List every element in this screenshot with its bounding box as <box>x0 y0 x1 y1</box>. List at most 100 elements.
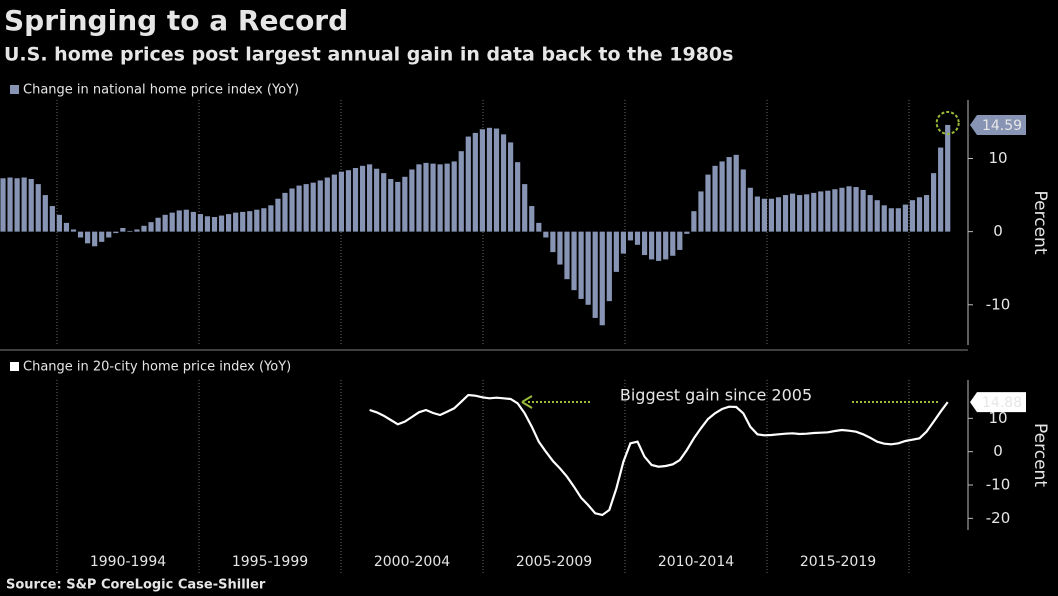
bar <box>536 222 542 232</box>
bar <box>233 212 239 232</box>
bar <box>543 231 549 238</box>
last-value-label: 14.88 <box>982 395 1022 411</box>
bar <box>479 129 485 232</box>
x-tick-label: 1995-1999 <box>232 554 308 570</box>
bar <box>444 163 450 232</box>
bar <box>317 180 323 232</box>
chart-title: Springing to a Record <box>4 4 348 37</box>
y-tick-label: -20 <box>986 509 1011 527</box>
bar <box>881 205 887 232</box>
bar <box>296 185 302 232</box>
bar <box>324 177 330 232</box>
highlight-circle <box>935 110 960 135</box>
bar <box>289 188 295 232</box>
bar <box>677 231 683 250</box>
y-tick-label: 0 <box>993 222 1003 240</box>
bar <box>797 195 803 232</box>
bar <box>733 154 739 232</box>
bar <box>99 231 105 242</box>
bar <box>183 209 189 232</box>
last-value-box <box>970 392 1026 413</box>
y-tick-label: -10 <box>986 476 1011 494</box>
chart-subtitle: U.S. home prices post largest annual gai… <box>4 44 733 66</box>
bar <box>190 211 196 232</box>
bar <box>649 231 655 260</box>
bar <box>592 231 598 318</box>
bar <box>437 164 443 232</box>
bar <box>451 161 457 232</box>
bar <box>804 194 810 232</box>
last-value-box <box>970 114 1026 135</box>
bar <box>705 174 711 232</box>
bar <box>902 204 908 232</box>
bar <box>916 197 923 232</box>
x-tick-label: 2000-2004 <box>374 554 450 570</box>
bar <box>345 170 352 232</box>
bar <box>310 182 316 232</box>
bar <box>945 124 951 232</box>
bar <box>571 231 577 291</box>
y-tick-label: -10 <box>986 295 1011 313</box>
bar <box>726 157 732 232</box>
bar <box>895 208 901 232</box>
bar <box>77 231 84 238</box>
legend-label: Change in 20-city home price index (YoY) <box>23 360 291 375</box>
bar <box>331 174 337 232</box>
bar <box>176 210 182 232</box>
x-tick-label: 2010-2014 <box>658 554 734 570</box>
bar <box>70 229 77 232</box>
bar <box>381 173 387 232</box>
bar <box>818 191 824 232</box>
bar <box>606 231 612 302</box>
bar <box>261 208 267 232</box>
bar <box>529 206 535 232</box>
bar <box>162 214 168 232</box>
legend-swatch <box>10 85 19 94</box>
bar <box>35 184 41 232</box>
bar <box>465 136 471 232</box>
bar <box>218 215 225 232</box>
bar <box>888 208 894 232</box>
legend-swatch <box>10 362 19 371</box>
bar <box>423 162 429 232</box>
bar <box>931 173 937 232</box>
bar <box>853 187 859 232</box>
bar <box>134 229 140 232</box>
bar <box>21 177 27 232</box>
bar <box>367 164 373 232</box>
bar <box>374 168 380 232</box>
bar <box>923 195 930 232</box>
bar <box>832 189 838 232</box>
bar <box>14 178 20 232</box>
bar <box>113 231 119 234</box>
bar <box>747 187 753 232</box>
bar <box>352 168 359 232</box>
bar <box>768 198 775 232</box>
bar <box>28 178 34 232</box>
bar <box>550 231 556 253</box>
bar <box>486 127 493 232</box>
bar <box>56 214 62 232</box>
bar <box>522 184 528 232</box>
bar <box>719 161 725 232</box>
bar <box>141 225 147 232</box>
bar <box>49 206 55 232</box>
bar <box>42 195 48 232</box>
bar <box>825 190 831 232</box>
bar <box>430 163 436 232</box>
bar <box>247 211 253 232</box>
legend-label: Change in national home price index (YoY… <box>23 83 299 98</box>
bar <box>359 165 366 232</box>
bar <box>515 162 521 232</box>
bar <box>92 231 98 247</box>
bar <box>402 176 408 232</box>
bar <box>106 231 112 238</box>
annotation: Biggest gain since 2005 <box>620 386 812 405</box>
bar <box>839 187 845 232</box>
bar <box>85 231 91 244</box>
bar <box>148 222 154 232</box>
bar <box>275 198 281 232</box>
bar <box>613 231 619 272</box>
bar <box>782 195 789 232</box>
